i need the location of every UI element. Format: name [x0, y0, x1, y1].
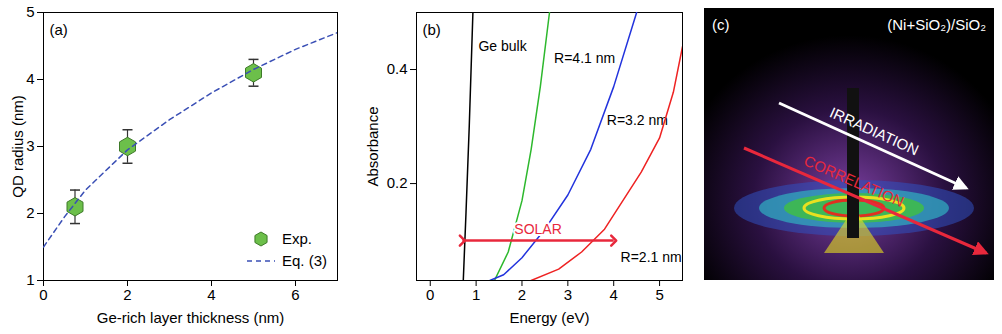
svg-text:R=2.1 nm: R=2.1 nm — [621, 249, 682, 265]
svg-text:0: 0 — [39, 286, 47, 303]
svg-text:5: 5 — [26, 3, 34, 20]
svg-text:QD radius (nm): QD radius (nm) — [9, 95, 26, 198]
svg-text:(Ni+SiO₂)/SiO₂: (Ni+SiO₂)/SiO₂ — [887, 16, 986, 33]
svg-text:R=4.1 nm: R=4.1 nm — [554, 50, 615, 66]
svg-text:Ge-rich layer thickness (nm): Ge-rich layer thickness (nm) — [97, 309, 285, 326]
svg-text:Ge bulk: Ge bulk — [478, 38, 527, 54]
html-text:Exp.: Exp. — [282, 230, 312, 247]
svg-text:3: 3 — [564, 286, 572, 303]
svg-text:6: 6 — [291, 286, 299, 303]
svg-text:(a): (a) — [50, 21, 68, 38]
svg-text:5: 5 — [655, 286, 663, 303]
svg-text:1: 1 — [472, 286, 480, 303]
svg-text:4: 4 — [610, 286, 618, 303]
svg-text:SOLAR: SOLAR — [514, 221, 561, 237]
svg-text:2: 2 — [26, 204, 34, 221]
svg-text:4: 4 — [26, 70, 34, 87]
html-text:Eq. (3): Eq. (3) — [282, 252, 327, 269]
svg-text:CORRELATION: CORRELATION — [802, 152, 907, 210]
svg-text:0: 0 — [426, 286, 434, 303]
svg-text:(b): (b) — [423, 21, 441, 38]
svg-text:2: 2 — [518, 286, 526, 303]
svg-text:2: 2 — [123, 286, 131, 303]
svg-text:R=3.2 nm: R=3.2 nm — [607, 112, 668, 128]
svg-text:IRRADIATION: IRRADIATION — [827, 104, 921, 159]
svg-text:Energy (eV): Energy (eV) — [509, 309, 589, 326]
svg-text:4: 4 — [207, 286, 215, 303]
svg-text:3: 3 — [26, 137, 34, 154]
svg-text:Absorbance: Absorbance — [364, 106, 381, 186]
svg-text:0.4: 0.4 — [387, 60, 408, 77]
svg-text:(c): (c) — [712, 16, 730, 33]
svg-text:0.2: 0.2 — [387, 174, 408, 191]
svg-text:1: 1 — [26, 271, 34, 288]
